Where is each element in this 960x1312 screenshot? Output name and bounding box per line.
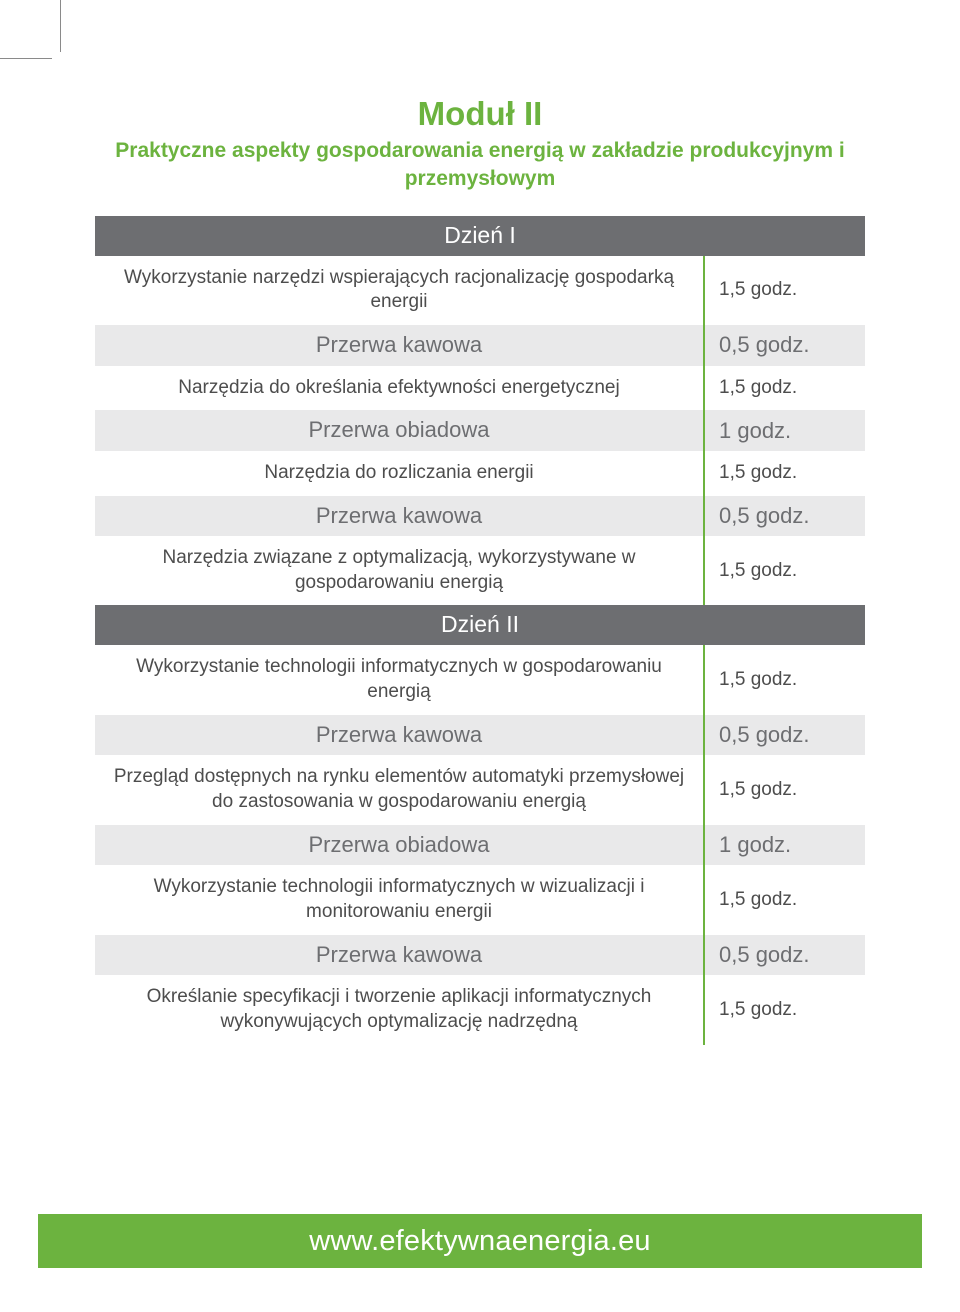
break-label: Przerwa kawowa — [95, 935, 705, 976]
break-label: Przerwa kawowa — [95, 496, 705, 537]
duration-label: 1,5 godz. — [705, 645, 865, 714]
day-header-row: Dzień II — [95, 605, 865, 645]
duration-label: 0,5 godz. — [705, 935, 865, 976]
crop-mark — [60, 0, 61, 52]
module-title: Moduł II — [95, 95, 865, 133]
crop-mark — [0, 58, 52, 59]
duration-label: 1,5 godz. — [705, 366, 865, 411]
footer-bar: www.efektywnaenergia.eu — [38, 1214, 922, 1268]
duration-label: 1 godz. — [705, 410, 865, 451]
session-row: Wykorzystanie technologii informatycznyc… — [95, 865, 865, 934]
break-row: Przerwa kawowa0,5 godz. — [95, 935, 865, 976]
page-content: Moduł II Praktyczne aspekty gospodarowan… — [95, 95, 865, 1045]
duration-label: 1 godz. — [705, 825, 865, 866]
duration-label: 1,5 godz. — [705, 755, 865, 824]
break-label: Przerwa kawowa — [95, 715, 705, 756]
day-label: Dzień I — [95, 216, 865, 256]
duration-label: 0,5 godz. — [705, 496, 865, 537]
break-row: Przerwa kawowa0,5 godz. — [95, 715, 865, 756]
module-subtitle: Praktyczne aspekty gospodarowania energi… — [95, 137, 865, 194]
day-header-row: Dzień I — [95, 216, 865, 256]
session-label: Wykorzystanie technologii informatycznyc… — [95, 645, 705, 714]
break-label: Przerwa obiadowa — [95, 410, 705, 451]
day-label: Dzień II — [95, 605, 865, 645]
break-label: Przerwa kawowa — [95, 325, 705, 366]
break-row: Przerwa obiadowa1 godz. — [95, 410, 865, 451]
session-label: Określanie specyfikacji i tworzenie apli… — [95, 975, 705, 1044]
duration-label: 0,5 godz. — [705, 325, 865, 366]
break-row: Przerwa obiadowa1 godz. — [95, 825, 865, 866]
duration-label: 1,5 godz. — [705, 536, 865, 605]
session-row: Przegląd dostępnych na rynku elementów a… — [95, 755, 865, 824]
session-label: Narzędzia związane z optymalizacją, wyko… — [95, 536, 705, 605]
footer-url: www.efektywnaenergia.eu — [309, 1225, 651, 1258]
break-row: Przerwa kawowa0,5 godz. — [95, 325, 865, 366]
session-label: Narzędzia do rozliczania energii — [95, 451, 705, 496]
duration-label: 1,5 godz. — [705, 451, 865, 496]
duration-label: 0,5 godz. — [705, 715, 865, 756]
session-row: Wykorzystanie narzędzi wspierających rac… — [95, 256, 865, 325]
duration-label: 1,5 godz. — [705, 975, 865, 1044]
session-row: Narzędzia do rozliczania energii1,5 godz… — [95, 451, 865, 496]
duration-label: 1,5 godz. — [705, 865, 865, 934]
session-row: Narzędzia do określania efektywności ene… — [95, 366, 865, 411]
session-label: Wykorzystanie technologii informatycznyc… — [95, 865, 705, 934]
session-label: Narzędzia do określania efektywności ene… — [95, 366, 705, 411]
schedule-table: Dzień IWykorzystanie narzędzi wspierając… — [95, 216, 865, 1045]
session-row: Wykorzystanie technologii informatycznyc… — [95, 645, 865, 714]
session-row: Narzędzia związane z optymalizacją, wyko… — [95, 536, 865, 605]
break-label: Przerwa obiadowa — [95, 825, 705, 866]
session-label: Wykorzystanie narzędzi wspierających rac… — [95, 256, 705, 325]
session-row: Określanie specyfikacji i tworzenie apli… — [95, 975, 865, 1044]
session-label: Przegląd dostępnych na rynku elementów a… — [95, 755, 705, 824]
break-row: Przerwa kawowa0,5 godz. — [95, 496, 865, 537]
duration-label: 1,5 godz. — [705, 256, 865, 325]
